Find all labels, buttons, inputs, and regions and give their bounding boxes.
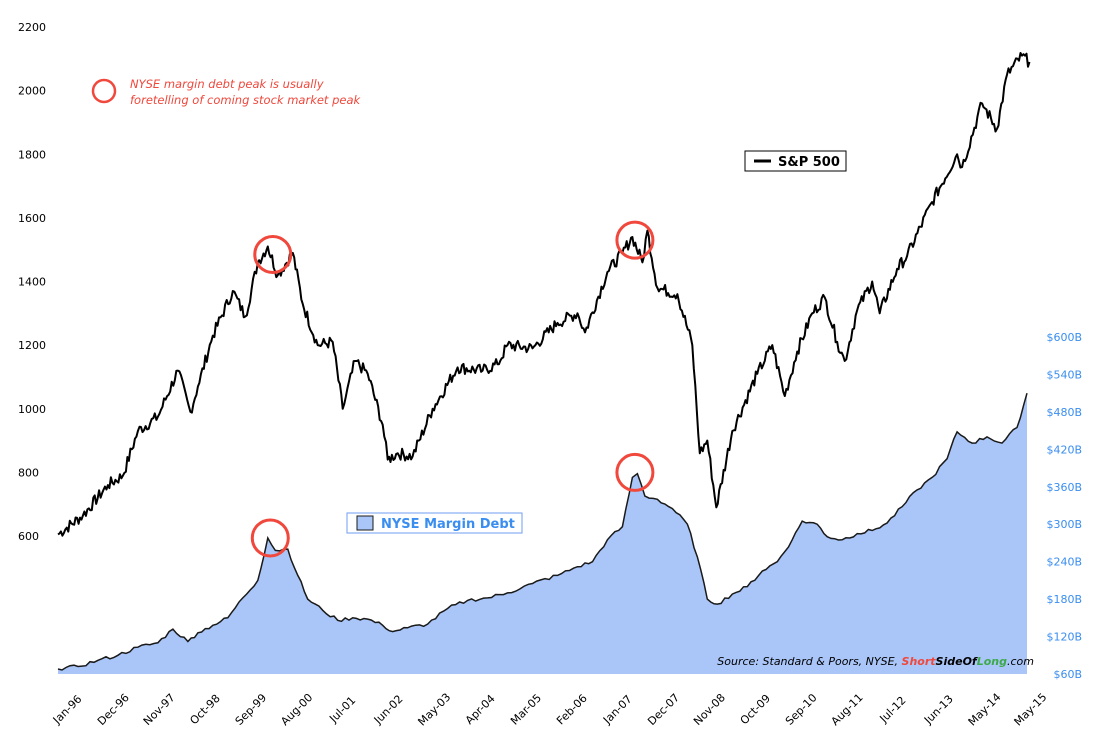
x-tick-label: May-15 [1012,691,1050,729]
annotation-circle-icon [91,78,117,104]
margin-debt-area-layer [57,392,1028,674]
legend-margin: NYSE Margin Debt [346,512,523,534]
x-tick-label: Dec-96 [95,691,132,728]
x-tick-label: Jul-01 [326,694,358,726]
source-prefix: Source: Standard & Poors, NYSE, [717,655,901,668]
x-tick-label: Aug-00 [278,691,315,728]
x-tick-label: Nov-08 [691,691,728,728]
left-tick-label: 600 [18,530,39,543]
margin-peak-2007-circle-icon [615,452,655,492]
x-tick-label: Sep-10 [783,691,820,728]
sp500-peak-2007-circle-icon [615,220,655,260]
x-tick-label: Jun-02 [371,692,406,727]
left-tick-label: 2200 [18,21,46,34]
x-tick-label: May-03 [415,691,453,729]
right-tick-label: $180B [1046,593,1082,606]
left-axis-ticks: 600 800 1000 1200 1400 1600 1800 2000 2200 [18,21,46,543]
right-tick-label: $120B [1046,631,1082,644]
right-tick-label: $240B [1046,556,1082,569]
source-brand-suffix: .com [1007,655,1034,668]
peak-circles [250,220,655,558]
source-text: Source: Standard & Poors, NYSE, ShortSid… [717,655,1034,668]
x-axis-ticks: Jan-96 Dec-96 Nov-97 Oct-98 Sep-99 Aug-00 Jul-… [50,691,1050,729]
source-brand-short: Short [902,655,937,668]
x-tick-label: Oct-98 [187,692,222,727]
sp500-line [57,52,1031,537]
margin-debt-area [58,393,1027,674]
x-tick-label: Feb-06 [554,692,590,728]
left-tick-label: 1200 [18,339,46,352]
sp500-peak-2000-circle-icon [253,234,293,274]
x-tick-label: Oct-09 [738,692,773,727]
x-tick-label: Mar-05 [508,691,544,727]
annotation-line1: NYSE margin debt peak is usually [130,77,324,91]
margin-debt-line [57,392,1028,671]
right-tick-label: $360B [1046,481,1082,494]
source-brand-side: SideOf [936,655,978,668]
left-tick-label: 1000 [18,403,46,416]
right-tick-label: $480B [1046,406,1082,419]
x-tick-label: May-14 [966,691,1004,729]
left-tick-label: 1600 [18,212,46,225]
annotation-line2: foretelling of coming stock market peak [130,93,362,107]
right-tick-label: $420B [1046,443,1082,456]
legend-margin-label: NYSE Margin Debt [381,517,515,532]
annotation: NYSE margin debt peak is usually foretel… [91,77,362,107]
right-tick-label: $60B [1053,668,1082,681]
legend-sp500: S&P 500 [744,150,847,172]
x-tick-label: Sep-99 [233,691,270,728]
x-tick-label: Nov-97 [141,691,178,728]
left-tick-label: 1800 [18,148,46,161]
left-tick-label: 2000 [18,85,46,98]
x-tick-label: Jan-07 [600,693,635,728]
legend-margin-swatch [356,515,374,531]
x-tick-label: Jun-13 [921,692,956,727]
x-tick-label: Aug-11 [829,691,866,728]
margin-peak-2000-circle-icon [250,518,290,558]
right-tick-label: $600B [1046,331,1082,344]
right-tick-label: $540B [1046,368,1082,381]
right-axis-ticks: $60B $120B $180B $240B $300B $360B $420B $480B $… [1046,331,1082,681]
x-tick-label: Apr-04 [463,692,498,727]
legend-sp500-label: S&P 500 [778,155,840,170]
source-brand-long: Long [977,655,1007,668]
right-tick-label: $300B [1046,518,1082,531]
left-tick-label: 800 [18,466,39,479]
x-tick-label: Jan-96 [50,693,85,728]
sp500-line-layer [57,52,1031,537]
x-tick-label: Dec-07 [645,691,682,728]
left-tick-label: 1400 [18,276,46,289]
x-tick-label: Jul-12 [877,694,909,726]
